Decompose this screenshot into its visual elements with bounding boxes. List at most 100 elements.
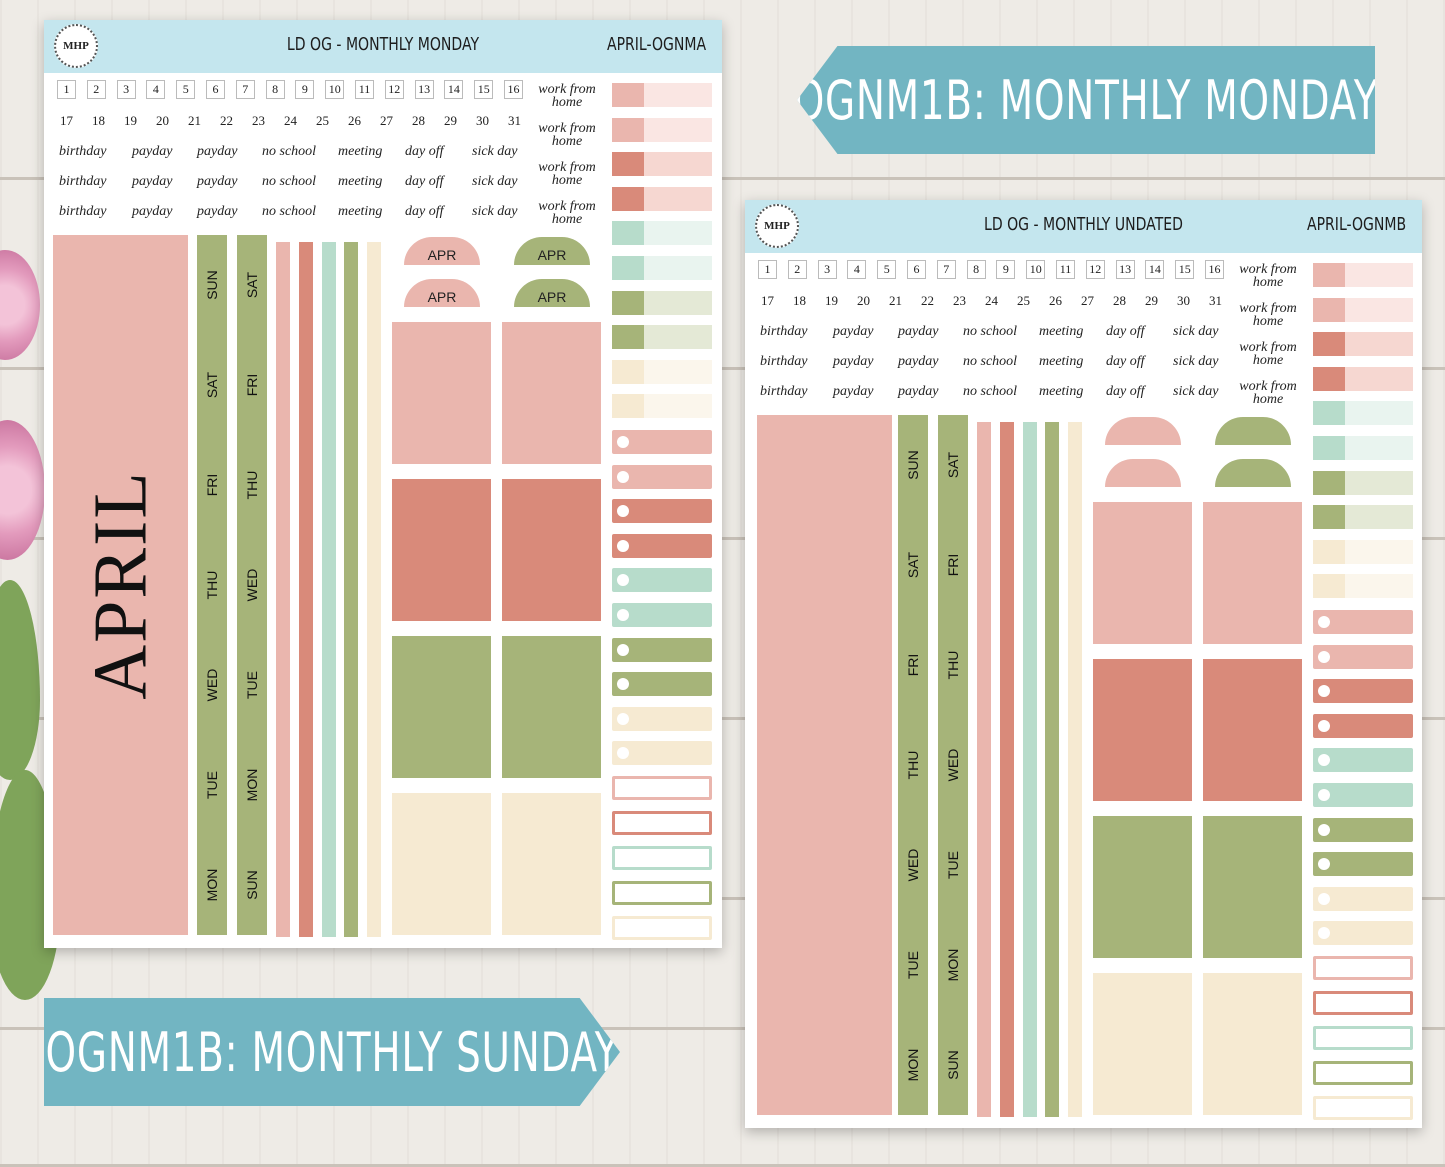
swatch-dark	[612, 83, 644, 107]
box-sticker	[1203, 502, 1302, 644]
weekday-label: WED	[244, 568, 260, 602]
date-number: 25	[1014, 292, 1033, 311]
word-sticker: birthday	[59, 144, 107, 159]
swatch-dark	[612, 290, 644, 315]
swatch-light	[644, 117, 712, 142]
dot-tab-sticker	[1313, 886, 1413, 911]
box-sticker	[1093, 816, 1192, 958]
date-number: 17	[758, 292, 777, 311]
date-number: 1	[57, 80, 76, 99]
frame-sticker	[1313, 1026, 1413, 1050]
date-number: 17	[57, 112, 76, 131]
word-sticker: payday	[132, 174, 173, 189]
word-sticker: birthday	[59, 204, 107, 219]
banner-monthly-monday: OGNM1B: MONTHLY MONDAY	[797, 46, 1375, 154]
washi-strip	[1068, 422, 1082, 1117]
weekday-label: TUE	[244, 671, 260, 699]
date-number: 3	[116, 80, 136, 99]
weekday-label: FRI	[945, 553, 961, 577]
box-sticker	[502, 322, 601, 464]
weekday-label: MON	[905, 1048, 921, 1082]
sticker-sheet-monthly-monday: MHP LD OG - MONTHLY MONDAY APRIL-OGNMA 1…	[44, 20, 722, 948]
word-sticker: day off	[405, 144, 444, 159]
date-number: 22	[918, 292, 937, 311]
weekday-label: SAT	[945, 451, 961, 479]
dome-label: APR	[427, 247, 457, 263]
date-number: 4	[146, 80, 166, 99]
date-number: 5	[877, 260, 897, 279]
month-label: APRIL	[78, 470, 162, 700]
mhp-logo: MHP	[54, 24, 98, 68]
frame-sticker	[1313, 956, 1413, 980]
work-from-home-sticker: work from home	[1239, 379, 1297, 407]
color-swatch-sticker	[612, 221, 712, 246]
washi-strip	[299, 242, 313, 937]
weekday-label: FRI	[905, 653, 921, 677]
word-sticker: no school	[262, 174, 317, 189]
date-number: 31	[1206, 292, 1225, 311]
swatch-dark	[1313, 332, 1345, 357]
date-number: 19	[121, 112, 140, 131]
weekday-label: SAT	[204, 371, 220, 399]
word-sticker: day off	[1106, 384, 1145, 399]
month-dome-sticker: APR	[404, 279, 480, 307]
date-number: 20	[153, 112, 172, 131]
swatch-light	[1345, 574, 1413, 599]
month-block-blank	[757, 415, 892, 1115]
weekday-strip: SAT FRI THU WED TUE MON SUN	[237, 235, 267, 935]
word-sticker: payday	[833, 354, 874, 369]
swatch-dark	[1313, 436, 1345, 460]
date-number: 4	[847, 260, 867, 279]
month-dome-sticker	[1215, 459, 1291, 487]
swatch-light	[1345, 332, 1413, 357]
swatch-light	[644, 394, 712, 419]
sheet-code: APRIL-OGNMA	[606, 34, 706, 55]
date-number: 13	[1115, 260, 1135, 279]
weekday-label: WED	[905, 848, 921, 882]
dot-tab-sticker	[1313, 748, 1413, 773]
weekday-label: THU	[945, 650, 961, 680]
frame-sticker	[1313, 1061, 1413, 1085]
color-swatch-sticker	[612, 186, 712, 211]
dot-tab-sticker	[1313, 852, 1413, 877]
word-sticker: meeting	[338, 144, 383, 159]
date-number: 27	[1078, 292, 1097, 311]
washi-strip	[367, 242, 381, 937]
weekday-label: WED	[945, 748, 961, 782]
swatch-light	[1345, 401, 1413, 426]
dot-tab-sticker	[1313, 610, 1413, 634]
date-number: 9	[996, 260, 1016, 279]
word-sticker: meeting	[338, 174, 383, 189]
date-number: 28	[409, 112, 428, 131]
dot-tab-sticker	[612, 672, 712, 697]
swatch-dark	[1313, 297, 1345, 322]
box-sticker	[392, 479, 491, 621]
banner-text: OGNM1B: MONTHLY SUNDAY	[45, 1020, 619, 1084]
swatch-dark	[612, 394, 644, 419]
word-sticker: payday	[197, 144, 238, 159]
month-dome-sticker	[1105, 417, 1181, 445]
word-sticker: payday	[197, 174, 238, 189]
sheet-title: LD OG - MONTHLY MONDAY	[286, 34, 480, 55]
swatch-light	[644, 325, 712, 350]
swatch-dark	[612, 221, 644, 246]
banner-text: OGNM1B: MONTHLY MONDAY	[793, 68, 1379, 132]
word-sticker: birthday	[760, 384, 808, 399]
date-number: 28	[1110, 292, 1129, 311]
word-sticker: sick day	[1173, 384, 1219, 399]
work-from-home-sticker: work from home	[538, 199, 596, 227]
date-number: 31	[505, 112, 524, 131]
weekday-label: SUN	[905, 450, 921, 480]
date-number: 18	[790, 292, 809, 311]
date-number: 5	[176, 80, 196, 99]
date-number: 8	[966, 260, 986, 279]
sticker-sheet-monthly-undated: MHP LD OG - MONTHLY UNDATED APRIL-OGNMB …	[745, 200, 1422, 1128]
word-sticker: sick day	[1173, 324, 1219, 339]
swatch-dark	[612, 117, 644, 142]
color-swatch-sticker	[612, 359, 712, 384]
swatch-light	[644, 83, 712, 107]
work-from-home-sticker: work from home	[1239, 262, 1297, 290]
date-number: 20	[854, 292, 873, 311]
work-from-home-sticker: work from home	[1239, 340, 1297, 368]
color-swatch-sticker	[612, 256, 712, 280]
